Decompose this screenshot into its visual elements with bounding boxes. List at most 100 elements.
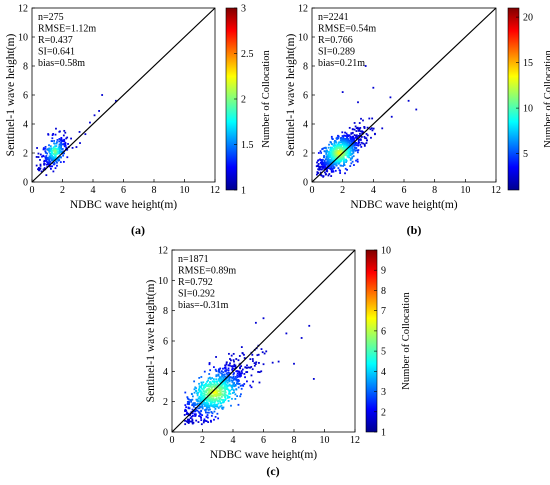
data-point [233, 368, 236, 370]
data-point [59, 147, 62, 150]
data-point [218, 388, 221, 391]
data-point [209, 399, 212, 402]
colorbar-tick-label: 6 [381, 326, 386, 337]
data-point [216, 399, 218, 402]
data-point [330, 141, 332, 144]
data-point [53, 142, 56, 145]
data-point [315, 173, 318, 176]
data-point [210, 394, 213, 397]
data-point [199, 397, 202, 400]
data-point [200, 384, 203, 387]
data-point [339, 164, 342, 167]
data-point [200, 391, 203, 394]
data-point [343, 146, 345, 148]
data-point [364, 65, 367, 67]
data-point [326, 160, 329, 163]
data-point [262, 317, 265, 320]
data-point [203, 418, 206, 421]
data-point [415, 108, 418, 111]
data-point [204, 396, 207, 399]
data-point [213, 406, 216, 409]
data-point [62, 152, 65, 155]
data-point [205, 408, 208, 411]
data-point [39, 153, 42, 156]
data-point [202, 392, 205, 395]
data-point [206, 399, 209, 401]
data-point [354, 149, 357, 152]
data-point [43, 167, 46, 169]
data-point [208, 404, 211, 407]
data-point [345, 158, 348, 161]
data-point [333, 161, 336, 163]
data-point [353, 164, 355, 166]
data-point [347, 144, 349, 147]
data-point [51, 165, 53, 168]
data-point [93, 114, 96, 117]
data-point [235, 358, 238, 360]
data-point [184, 408, 187, 411]
data-point [45, 163, 48, 166]
data-point [231, 380, 234, 382]
colorbar-tick-label: 10 [381, 246, 391, 257]
x-tick-label: 8 [432, 185, 437, 196]
data-point [251, 353, 254, 356]
data-point [365, 137, 368, 140]
data-point [233, 385, 236, 388]
data-point [51, 152, 53, 154]
data-point [325, 163, 327, 166]
data-point [232, 359, 235, 362]
data-point [343, 145, 345, 147]
data-point [232, 375, 235, 378]
data-point [337, 167, 340, 170]
data-point [251, 368, 254, 371]
data-point [355, 159, 357, 162]
data-point [38, 167, 40, 169]
data-point [215, 389, 218, 392]
data-point [359, 130, 362, 133]
data-point [42, 168, 45, 171]
data-point [219, 402, 222, 405]
data-point [235, 388, 238, 391]
data-point [331, 164, 334, 166]
one-to-one-line [311, 7, 497, 183]
data-point [64, 131, 67, 134]
data-point [342, 159, 345, 162]
data-point [204, 386, 207, 389]
data-point [79, 142, 81, 144]
data-point [213, 410, 216, 413]
data-point [340, 158, 343, 160]
data-point [212, 380, 215, 383]
data-point [55, 145, 58, 147]
data-point [200, 409, 203, 412]
data-point [211, 412, 214, 415]
data-point [199, 405, 201, 408]
data-point [64, 144, 67, 147]
data-point [220, 386, 223, 388]
data-point [217, 407, 220, 409]
data-point [43, 160, 46, 163]
data-point [353, 139, 356, 142]
data-point [343, 160, 345, 163]
data-point [229, 389, 232, 392]
data-point [184, 423, 187, 426]
data-point [359, 143, 362, 146]
data-point [234, 376, 237, 378]
data-point [75, 146, 78, 148]
data-point [365, 133, 368, 135]
data-point [216, 405, 219, 408]
data-point [184, 391, 187, 394]
data-point [330, 170, 333, 173]
data-point [355, 130, 358, 132]
data-point [199, 413, 202, 416]
data-point [201, 405, 204, 408]
data-point [363, 126, 366, 128]
data-point [47, 157, 49, 159]
data-point [237, 403, 240, 406]
data-point [347, 135, 350, 138]
data-point [257, 371, 260, 373]
data-point [372, 127, 375, 130]
data-point [351, 160, 354, 163]
data-point [224, 390, 227, 393]
data-point [63, 129, 66, 132]
data-point [324, 173, 327, 176]
